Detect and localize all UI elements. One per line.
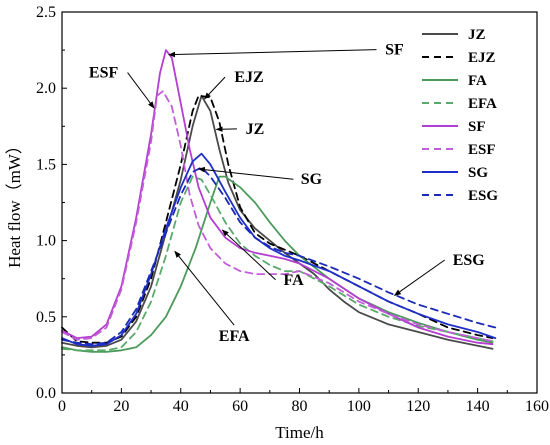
series-line-ejz [61,94,494,344]
legend-label-sg: SG [468,165,488,181]
y-tick-label: 2.5 [36,4,56,21]
x-tick-label: 80 [292,398,308,415]
y-axis-label: Heat flow（mW） [5,137,24,268]
annotation-arrow-sg [197,166,294,180]
y-tick-label: 2.0 [36,80,56,97]
annotation-sf: SF [385,42,404,59]
y-tick-label: 1.0 [36,233,56,250]
annotation-fa: FA [283,272,304,289]
series-line-sg [61,152,497,347]
x-tick-label: 160 [525,398,549,415]
series-line-sf [61,49,494,346]
x-tick-label: 40 [173,398,189,415]
y-tick-label: 0.0 [36,385,56,402]
annotation-arrow-sf [168,49,377,58]
annotation-arrow-esg [393,259,446,296]
legend-label-ejz: EJZ [468,50,496,66]
series-line-esg [61,166,497,346]
y-tick-label: 0.5 [36,309,56,326]
annotation-efa: EFA [219,328,250,345]
legend-label-sf: SF [468,119,486,135]
legend-label-esg: ESG [468,188,498,204]
annotation-ejz: EJZ [234,69,263,86]
x-tick-label: 0 [58,398,66,415]
series-line-fa [61,175,494,353]
legend-label-jz: JZ [468,27,486,43]
annotation-arrow-efa [174,250,235,326]
legend-label-fa: FA [468,73,487,89]
series-line-jz [61,94,494,350]
axis-layer: 0 20 40 60 80 100 120 140 160 0.0 0.5 1.0 1.5 2.0 2.5 [36,4,549,415]
x-tick-label: 60 [232,398,248,415]
annotation-arrow-esf [127,72,155,109]
x-tick-label: 20 [113,398,129,415]
series-line-efa [61,175,494,352]
annotation-sg: SG [301,171,323,188]
x-axis-label: Time/h [275,423,324,442]
x-tick-label: 100 [347,398,371,415]
annotation-esf: ESF [89,65,119,82]
legend-label-efa: EFA [468,96,497,112]
annotation-arrow-fa [221,229,276,281]
legend-label-esf: ESF [468,142,496,158]
x-tick-label: 140 [466,398,490,415]
annotation-layer: SF ESF EJZ JZ SG FA EFA ESG [89,42,485,346]
series-line-esf [61,90,494,343]
annotation-esg: ESG [453,252,486,269]
annotation-jz: JZ [246,121,265,138]
series-layer [61,49,497,353]
annotation-arrow-ejz [204,76,226,100]
y-tick-label: 1.5 [36,156,56,173]
legend: JZ EJZ FA EFA SF ESF SG ESG [422,27,498,204]
x-tick-label: 120 [406,398,430,415]
